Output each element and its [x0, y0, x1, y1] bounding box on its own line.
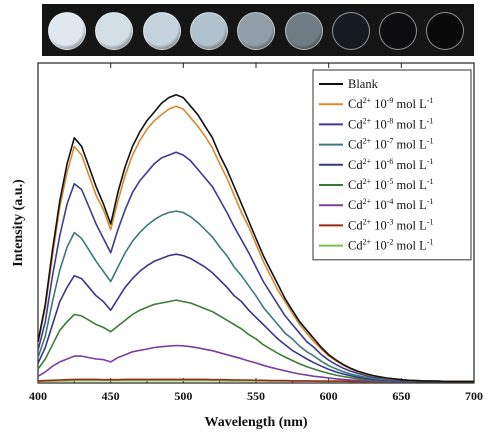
legend-label: Cd2+ 10-8 mol L-1: [348, 116, 433, 131]
sample-well: [237, 12, 276, 50]
y-axis-label: Intensity (a.u.): [11, 179, 26, 267]
sample-well: [48, 12, 86, 50]
legend: Blank Cd2+ 10-9 mol L-1 Cd2+ 10-8 mol L-1 C…: [312, 69, 472, 261]
sample-well: [379, 12, 418, 50]
legend-label: Cd2+ 10-9 mol L-1: [348, 96, 433, 111]
legend-label: Cd2+ 10-2 mol L-1: [348, 238, 433, 253]
legend-label: Cd2+ 10-6 mol L-1: [348, 157, 433, 172]
x-tick-label: 700: [465, 389, 483, 403]
sample-well: [426, 12, 465, 50]
x-tick-label: 400: [29, 389, 47, 403]
legend-label: Cd2+ 10-4 mol L-1: [348, 197, 433, 212]
legend-label: Blank: [348, 77, 379, 91]
legend-label: Cd2+ 10-3 mol L-1: [348, 217, 433, 232]
x-tick-label: 650: [392, 389, 410, 403]
sample-well: [189, 12, 228, 50]
sample-well: [331, 12, 370, 50]
legend-label: Cd2+ 10-5 mol L-1: [348, 177, 433, 192]
series-line: [37, 93, 474, 383]
legend-label: Cd2+ 10-7 mol L-1: [348, 137, 433, 152]
x-tick-label: 450: [102, 389, 120, 403]
sample-well: [284, 12, 323, 50]
x-tick-label: 600: [320, 389, 338, 403]
x-tick-label: 550: [247, 389, 265, 403]
sample-wells-photo-strip: [42, 4, 474, 56]
sample-well: [142, 12, 181, 50]
sample-well: [95, 12, 134, 50]
x-axis-label: Wavelength (nm): [204, 415, 307, 430]
x-tick-label: 500: [174, 389, 192, 403]
